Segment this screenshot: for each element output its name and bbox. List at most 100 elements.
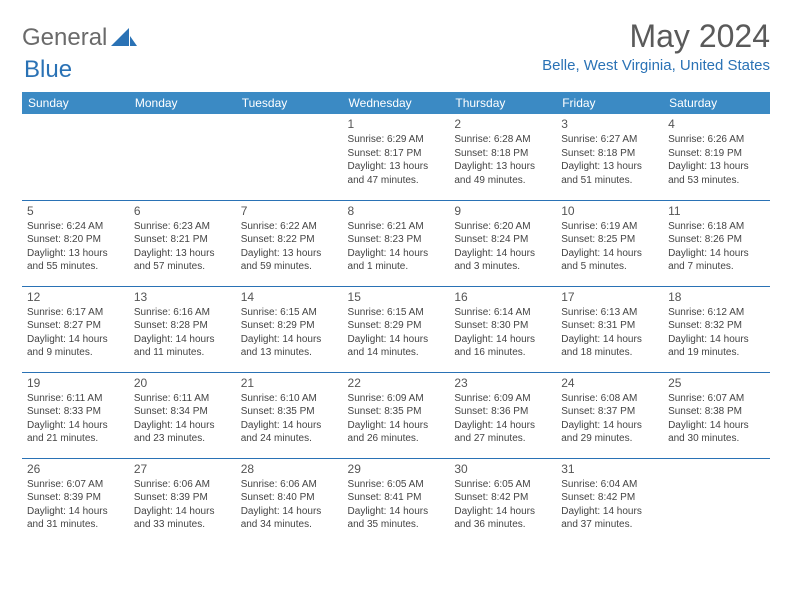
day-info-line: Sunset: 8:22 PM xyxy=(241,233,338,247)
day-number: 19 xyxy=(27,376,124,390)
day-info-line: Sunset: 8:41 PM xyxy=(348,491,445,505)
brand-word-1: General xyxy=(22,24,107,52)
calendar-day-cell: 20Sunrise: 6:11 AMSunset: 8:34 PMDayligh… xyxy=(129,372,236,458)
day-number: 2 xyxy=(454,117,551,131)
calendar-header-row: SundayMondayTuesdayWednesdayThursdayFrid… xyxy=(22,92,770,114)
day-info-line: Sunrise: 6:17 AM xyxy=(27,306,124,320)
day-number: 24 xyxy=(561,376,658,390)
day-info: Sunrise: 6:12 AMSunset: 8:32 PMDaylight:… xyxy=(668,306,765,360)
sail-icon xyxy=(111,28,137,48)
day-info-line: Sunset: 8:36 PM xyxy=(454,405,551,419)
calendar-day-cell: 10Sunrise: 6:19 AMSunset: 8:25 PMDayligh… xyxy=(556,200,663,286)
day-info-line: and 29 minutes. xyxy=(561,432,658,446)
calendar-day-cell: 15Sunrise: 6:15 AMSunset: 8:29 PMDayligh… xyxy=(343,286,450,372)
day-info-line: Daylight: 14 hours xyxy=(27,419,124,433)
day-info-line: Sunset: 8:29 PM xyxy=(348,319,445,333)
day-info: Sunrise: 6:07 AMSunset: 8:38 PMDaylight:… xyxy=(668,392,765,446)
day-info: Sunrise: 6:29 AMSunset: 8:17 PMDaylight:… xyxy=(348,133,445,187)
day-info-line: and 1 minute. xyxy=(348,260,445,274)
location-text: Belle, West Virginia, United States xyxy=(542,57,770,74)
day-info-line: Sunset: 8:31 PM xyxy=(561,319,658,333)
day-info-line: and 57 minutes. xyxy=(134,260,231,274)
day-info-line: Sunrise: 6:15 AM xyxy=(348,306,445,320)
day-info-line: Sunset: 8:29 PM xyxy=(241,319,338,333)
day-number: 22 xyxy=(348,376,445,390)
day-info-line: and 21 minutes. xyxy=(27,432,124,446)
day-info-line: Sunrise: 6:05 AM xyxy=(348,478,445,492)
day-info-line: and 11 minutes. xyxy=(134,346,231,360)
calendar-day-cell: 23Sunrise: 6:09 AMSunset: 8:36 PMDayligh… xyxy=(449,372,556,458)
day-info-line: and 27 minutes. xyxy=(454,432,551,446)
weekday-header: Thursday xyxy=(449,92,556,114)
calendar-day-cell: 24Sunrise: 6:08 AMSunset: 8:37 PMDayligh… xyxy=(556,372,663,458)
day-info-line: Sunset: 8:26 PM xyxy=(668,233,765,247)
day-info-line: Sunrise: 6:12 AM xyxy=(668,306,765,320)
day-number: 27 xyxy=(134,462,231,476)
day-number: 14 xyxy=(241,290,338,304)
title-block: May 2024 Belle, West Virginia, United St… xyxy=(542,18,770,74)
day-info-line: Sunrise: 6:06 AM xyxy=(241,478,338,492)
calendar-day-cell: 6Sunrise: 6:23 AMSunset: 8:21 PMDaylight… xyxy=(129,200,236,286)
calendar-week-row: 26Sunrise: 6:07 AMSunset: 8:39 PMDayligh… xyxy=(22,458,770,544)
day-info-line: Sunset: 8:42 PM xyxy=(454,491,551,505)
day-number: 9 xyxy=(454,204,551,218)
day-info-line: and 55 minutes. xyxy=(27,260,124,274)
calendar-day-cell: 3Sunrise: 6:27 AMSunset: 8:18 PMDaylight… xyxy=(556,114,663,200)
day-info-line: Daylight: 14 hours xyxy=(348,419,445,433)
day-info-line: Sunrise: 6:07 AM xyxy=(27,478,124,492)
calendar-day-cell: 9 Sunrise: 6:20 AMSunset: 8:24 PMDaylight… xyxy=(449,200,556,286)
day-info: Sunrise: 6:18 AMSunset: 8:26 PMDaylight:… xyxy=(668,220,765,274)
day-info: Sunrise: 6:21 AMSunset: 8:23 PMDaylight:… xyxy=(348,220,445,274)
day-info-line: Daylight: 14 hours xyxy=(241,419,338,433)
calendar-empty-cell xyxy=(129,114,236,200)
day-number: 3 xyxy=(561,117,658,131)
day-info-line: Sunset: 8:23 PM xyxy=(348,233,445,247)
day-number: 7 xyxy=(241,204,338,218)
month-title: May 2024 xyxy=(542,18,770,55)
calendar-day-cell: 12Sunrise: 6:17 AMSunset: 8:27 PMDayligh… xyxy=(22,286,129,372)
calendar-table: SundayMondayTuesdayWednesdayThursdayFrid… xyxy=(22,92,770,544)
day-info-line: Daylight: 14 hours xyxy=(561,505,658,519)
day-info-line: and 19 minutes. xyxy=(668,346,765,360)
calendar-week-row: 12Sunrise: 6:17 AMSunset: 8:27 PMDayligh… xyxy=(22,286,770,372)
day-info: Sunrise: 6:10 AMSunset: 8:35 PMDaylight:… xyxy=(241,392,338,446)
day-info-line: Daylight: 14 hours xyxy=(454,419,551,433)
day-number: 1 xyxy=(348,117,445,131)
day-info-line: and 53 minutes. xyxy=(668,174,765,188)
calendar-day-cell: 29Sunrise: 6:05 AMSunset: 8:41 PMDayligh… xyxy=(343,458,450,544)
day-info-line: Daylight: 14 hours xyxy=(668,247,765,261)
day-number: 11 xyxy=(668,204,765,218)
day-info-line: and 30 minutes. xyxy=(668,432,765,446)
day-info-line: and 5 minutes. xyxy=(561,260,658,274)
calendar-day-cell: 2 Sunrise: 6:28 AMSunset: 8:18 PMDaylight… xyxy=(449,114,556,200)
day-info: Sunrise: 6:20 AMSunset: 8:24 PMDaylight:… xyxy=(454,220,551,274)
day-info-line: Sunset: 8:21 PM xyxy=(134,233,231,247)
day-info-line: Sunrise: 6:14 AM xyxy=(454,306,551,320)
day-info-line: Daylight: 14 hours xyxy=(348,505,445,519)
weekday-header: Monday xyxy=(129,92,236,114)
day-info-line: Sunset: 8:32 PM xyxy=(668,319,765,333)
day-info-line: Sunset: 8:27 PM xyxy=(27,319,124,333)
day-info: Sunrise: 6:19 AMSunset: 8:25 PMDaylight:… xyxy=(561,220,658,274)
day-info-line: Sunset: 8:25 PM xyxy=(561,233,658,247)
day-info-line: Daylight: 14 hours xyxy=(27,333,124,347)
day-info-line: Sunset: 8:35 PM xyxy=(348,405,445,419)
day-info-line: Sunset: 8:42 PM xyxy=(561,491,658,505)
day-info: Sunrise: 6:24 AMSunset: 8:20 PMDaylight:… xyxy=(27,220,124,274)
calendar-empty-cell xyxy=(236,114,343,200)
day-info-line: Daylight: 13 hours xyxy=(454,160,551,174)
day-number: 4 xyxy=(668,117,765,131)
calendar-day-cell: 19Sunrise: 6:11 AMSunset: 8:33 PMDayligh… xyxy=(22,372,129,458)
day-info: Sunrise: 6:26 AMSunset: 8:19 PMDaylight:… xyxy=(668,133,765,187)
day-info-line: and 9 minutes. xyxy=(27,346,124,360)
day-info: Sunrise: 6:28 AMSunset: 8:18 PMDaylight:… xyxy=(454,133,551,187)
day-number: 18 xyxy=(668,290,765,304)
day-info-line: Daylight: 13 hours xyxy=(348,160,445,174)
day-info-line: Sunrise: 6:10 AM xyxy=(241,392,338,406)
calendar-day-cell: 1 Sunrise: 6:29 AMSunset: 8:17 PMDaylight… xyxy=(343,114,450,200)
calendar-day-cell: 11 Sunrise: 6:18 AMSunset: 8:26 PMDayligh… xyxy=(663,200,770,286)
calendar-day-cell: 7Sunrise: 6:22 AMSunset: 8:22 PMDaylight… xyxy=(236,200,343,286)
day-info-line: Daylight: 14 hours xyxy=(668,419,765,433)
day-info-line: and 24 minutes. xyxy=(241,432,338,446)
day-number: 17 xyxy=(561,290,658,304)
